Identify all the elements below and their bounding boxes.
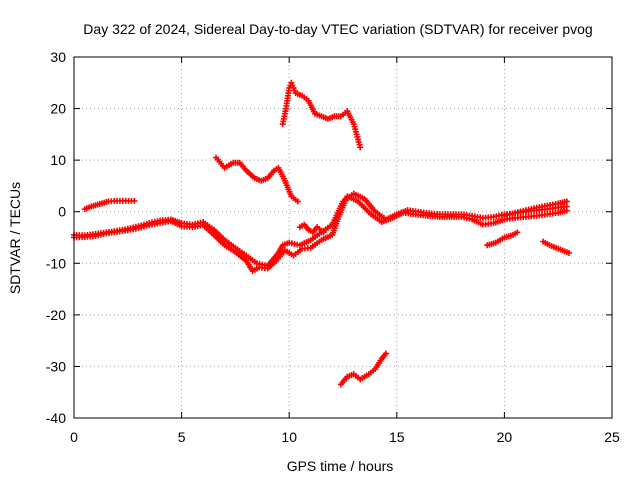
series-arc-h — [484, 229, 521, 249]
x-tick-label: 0 — [70, 429, 78, 445]
series-arc-b — [71, 193, 570, 275]
data-point — [294, 198, 301, 205]
y-tick-label: -30 — [46, 358, 66, 374]
y-tick-label: 10 — [50, 152, 66, 168]
data-point — [563, 198, 570, 205]
series-arc-d — [213, 154, 301, 205]
data-point — [514, 229, 521, 236]
x-tick-label: 15 — [389, 429, 405, 445]
grid-lines — [74, 57, 612, 418]
data-points — [71, 79, 572, 388]
x-axis-label: GPS time / hours — [287, 458, 394, 474]
y-tick-label: -20 — [46, 307, 66, 323]
y-tick-label: 0 — [58, 204, 66, 220]
axis-ticks: 0 5 10 15 20 25 -40 -30 -20 -10 0 10 20 30 — [46, 49, 620, 445]
series-arc-i — [540, 238, 572, 256]
x-tick-label: 25 — [604, 429, 620, 445]
y-tick-label: -40 — [46, 410, 66, 426]
data-point — [320, 229, 327, 236]
series-arc-j — [501, 198, 570, 219]
series-arc-a — [71, 190, 570, 269]
y-tick-label: 20 — [50, 101, 66, 117]
x-tick-label: 10 — [281, 429, 297, 445]
series-arc-c — [81, 197, 138, 213]
plot-frame — [73, 56, 613, 419]
x-tick-label: 5 — [178, 429, 186, 445]
x-tick-label: 20 — [497, 429, 513, 445]
series-arc-e — [279, 79, 364, 151]
series-arc-g — [296, 221, 327, 236]
chart-title: Day 322 of 2024, Sidereal Day-to-day VTE… — [83, 21, 592, 37]
data-point — [383, 350, 390, 357]
series-arc-f — [337, 350, 390, 388]
data-point — [563, 207, 570, 214]
y-tick-label: -10 — [46, 255, 66, 271]
y-axis-label: SDTVAR / TECUs — [7, 182, 23, 294]
data-point — [565, 249, 572, 256]
data-point — [357, 144, 364, 151]
data-point — [131, 197, 138, 204]
y-tick-label: 30 — [50, 49, 66, 65]
